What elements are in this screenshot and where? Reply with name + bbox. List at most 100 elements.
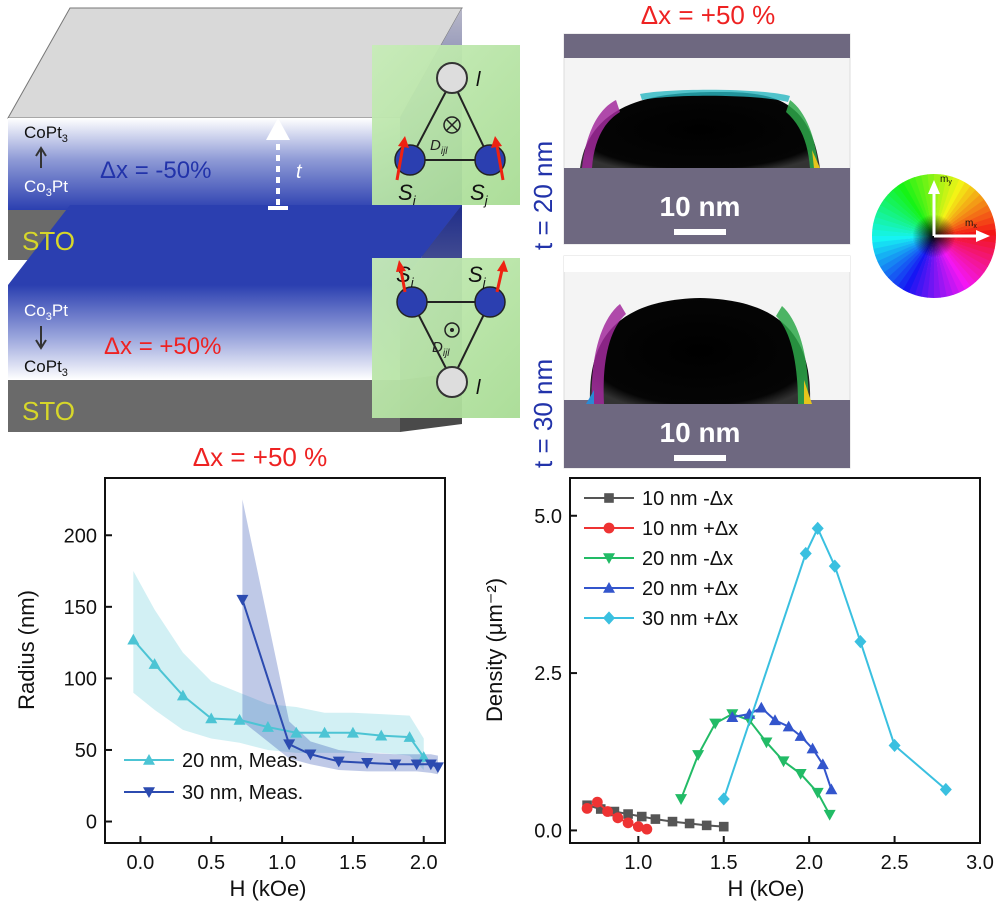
skyrmion-30nm	[589, 298, 811, 404]
data-point	[602, 806, 613, 817]
micromag-panel-20nm: 10 nm	[563, 33, 851, 245]
spin-arrow-si-top-head	[398, 136, 409, 148]
radius-chart-title: Δx = +50 %	[193, 442, 327, 472]
data-point	[603, 582, 615, 593]
spin-arrow-si-top	[395, 145, 405, 181]
y-tick-label: 150	[64, 597, 97, 619]
data-point	[261, 721, 274, 732]
data-point	[811, 521, 824, 535]
data-point	[609, 806, 620, 817]
data-point	[939, 782, 952, 797]
x-tick-label: 0.5	[197, 852, 225, 874]
scalebar-label-30nm: 10 nm	[660, 417, 741, 448]
inset-bottom-atom-si	[396, 286, 428, 318]
bottom-film-front	[8, 285, 400, 380]
legend-label: 10 nm -Δx	[642, 488, 733, 510]
inset-top-l-label: l	[476, 69, 481, 91]
series-line-3	[680, 712, 831, 816]
data-point	[888, 738, 901, 753]
data-point	[755, 701, 768, 713]
data-point	[283, 739, 296, 751]
panel1-thickness-label: t = 20 nm	[528, 141, 558, 250]
data-point	[143, 787, 155, 798]
bottom-gradient-arrow	[35, 326, 47, 350]
inset-bottom-atom-l	[436, 366, 468, 398]
radius-chart-ylabel: Radius (nm)	[14, 590, 39, 710]
inset-top-sj-label: Sj	[470, 180, 489, 208]
data-point	[816, 758, 829, 770]
y-tick-label: 5.0	[534, 506, 562, 528]
scalebar-30nm	[674, 455, 726, 461]
bottom-upper-label: Co3Pt	[24, 301, 68, 323]
data-point	[701, 820, 712, 831]
inset-top-d-label: Dijl	[430, 137, 448, 157]
data-point	[823, 809, 836, 821]
radius-chart: Δx = +50 % 0.0 0.5 1.0 1.5 2.0 0 50 100 150 200 20…	[14, 442, 446, 901]
thickness-arrow-head	[266, 118, 290, 140]
spin-arrow-sj-top-head	[491, 136, 502, 148]
spin-arrow-si-bottom-head	[396, 260, 406, 272]
scalebar-label-20nm: 10 nm	[660, 191, 741, 222]
data-point	[431, 762, 444, 774]
data-point	[650, 814, 661, 824]
data-point	[581, 802, 593, 814]
micromag-title: Δx = +50 %	[641, 0, 775, 30]
y-tick-label: 50	[75, 740, 97, 762]
data-point	[595, 804, 606, 814]
data-point	[236, 594, 249, 606]
inset-bottom-atom-sj	[474, 286, 506, 318]
data-point	[603, 553, 615, 564]
inset-bottom-triangle	[410, 301, 492, 383]
data-point	[692, 750, 705, 761]
top-sto-label: STO	[22, 226, 75, 256]
bottom-lower-label: CoPt3	[24, 357, 68, 379]
y-tick-label: 0	[86, 812, 97, 834]
dmi-into-icon	[443, 116, 461, 134]
data-point	[667, 816, 678, 827]
my-label: my	[940, 174, 952, 186]
inset-bottom-sj-label: Sj	[468, 262, 487, 290]
y-tick-label: 0.0	[534, 820, 562, 842]
data-point	[176, 689, 189, 701]
data-point	[760, 737, 773, 749]
plot-frame	[104, 477, 446, 844]
top-upper-label: CoPt3	[24, 123, 68, 145]
inset-top-triangle	[408, 77, 492, 161]
legend-label: 30 nm, Meas.	[182, 782, 303, 804]
data-point	[811, 787, 824, 799]
x-tick-label: 1.0	[268, 852, 296, 874]
density-chart-ylabel: Density (μm⁻²)	[482, 578, 507, 722]
y-tick-label: 100	[64, 668, 97, 690]
bottom-slab-top-face	[8, 205, 462, 285]
density-chart: 1.0 1.5 2.0 2.5 3.0 0.0 2.5 5.0 10 nm -Δx 10 nm +…	[482, 477, 994, 901]
top-lower-label: Co3Pt	[24, 177, 68, 199]
inset-top-atom-l	[436, 62, 468, 94]
data-point	[346, 726, 359, 738]
data-point	[127, 633, 140, 645]
data-point	[623, 809, 633, 819]
data-point	[717, 792, 730, 806]
data-point	[417, 751, 430, 762]
data-point	[684, 818, 695, 829]
x-tick-label: 1.5	[710, 852, 738, 874]
data-point	[718, 821, 729, 832]
x-tick-label: 2.0	[795, 852, 823, 874]
data-point	[632, 821, 644, 833]
data-point	[332, 756, 345, 768]
layer-schematic: CoPt3 Co3Pt Δx = -50% t STO Co3Pt CoPt3 …	[7, 7, 520, 432]
x-tick-label: 1.5	[339, 852, 367, 874]
data-point	[782, 720, 795, 732]
y-tick-label: 2.5	[534, 663, 562, 685]
data-point	[794, 768, 807, 780]
spin-arrow-sj-bottom-head	[497, 260, 508, 272]
y-tick-label: 200	[64, 525, 97, 547]
data-point	[794, 730, 807, 741]
data-point	[806, 742, 819, 754]
data-point	[769, 714, 781, 726]
data-point	[304, 749, 317, 761]
data-point	[675, 794, 688, 805]
data-point	[290, 726, 303, 738]
inset-bottom-d-label: Dijl	[432, 339, 450, 359]
data-point	[854, 635, 867, 649]
top-gradient-arrow	[35, 146, 47, 168]
